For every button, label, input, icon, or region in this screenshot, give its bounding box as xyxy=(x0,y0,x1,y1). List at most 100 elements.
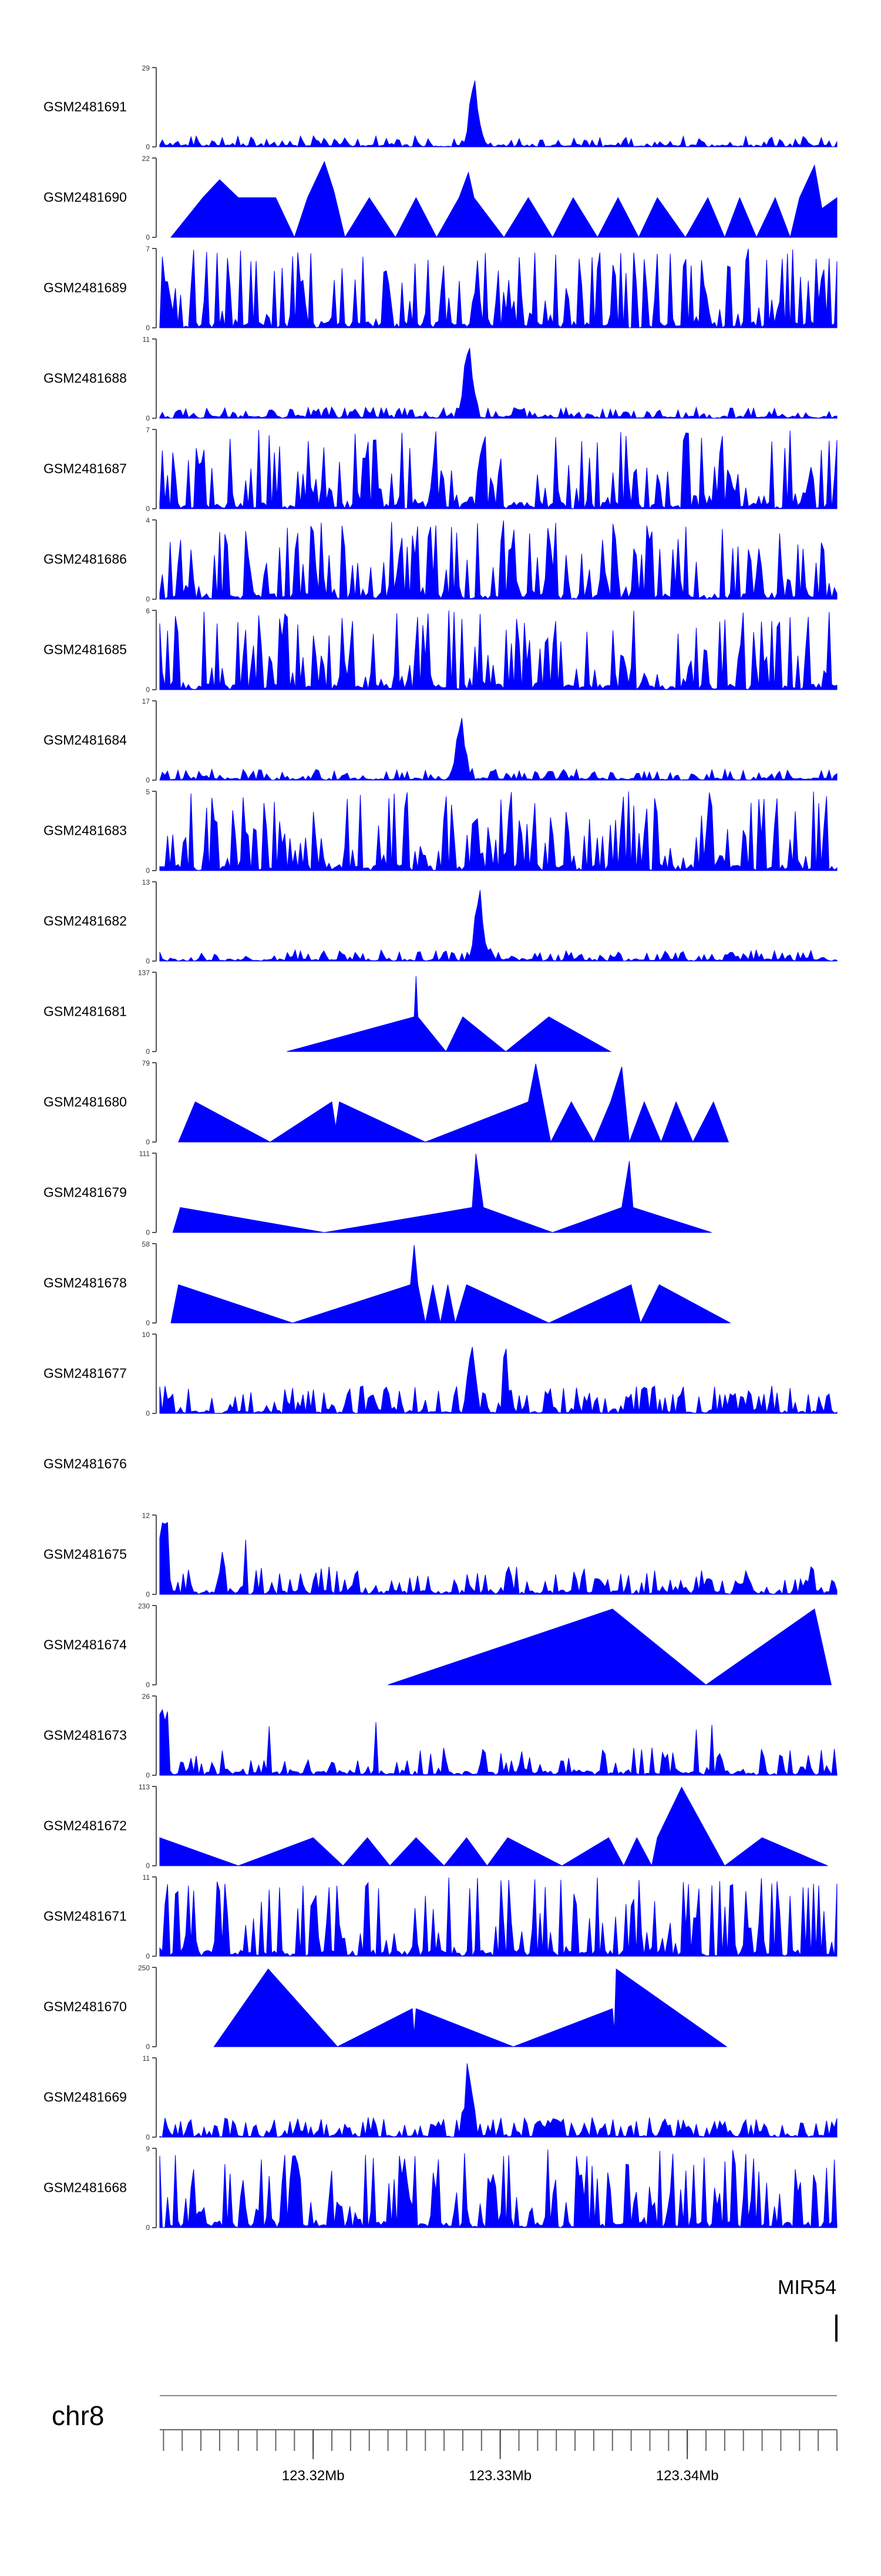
y-tick-zero-label: 0 xyxy=(146,595,150,603)
coverage-area xyxy=(388,1608,832,1685)
y-tick-max-label: 13 xyxy=(142,878,150,886)
y-tick-max-label: 7 xyxy=(146,245,150,253)
y-tick-zero-label: 0 xyxy=(146,776,150,784)
track-GSM2481687: GSM2481687 7 0 xyxy=(43,426,838,513)
coverage-area xyxy=(159,1878,838,1957)
coverage-area xyxy=(159,429,838,510)
y-tick-zero-label: 0 xyxy=(146,1228,150,1237)
y-tick-max-label: 230 xyxy=(138,1602,150,1610)
track-GSM2481670: GSM2481670 250 0 xyxy=(43,1964,728,2051)
y-tick-max-label: 137 xyxy=(138,969,150,977)
axis-tick-label: 123.34Mb xyxy=(656,2468,719,2484)
y-tick-zero-label: 0 xyxy=(146,1862,150,1870)
y-tick-max-label: 17 xyxy=(142,697,150,706)
y-tick-zero-label: 0 xyxy=(146,1047,150,1056)
coverage-area xyxy=(159,1786,828,1867)
track-GSM2481690: GSM2481690 22 0 xyxy=(43,155,838,241)
y-tick-max-label: 26 xyxy=(142,1692,150,1701)
gene-mark xyxy=(835,2315,838,2342)
y-tick-max-label: 29 xyxy=(142,64,150,72)
track-label: GSM2481685 xyxy=(43,642,127,657)
y-tick-zero-label: 0 xyxy=(146,2133,150,2141)
track-GSM2481669: GSM2481669 11 0 xyxy=(43,2054,838,2141)
y-tick-zero-label: 0 xyxy=(146,1138,150,1146)
track-label: GSM2481671 xyxy=(43,1909,127,1924)
y-tick-max-label: 250 xyxy=(138,1964,150,1972)
y-tick-zero-label: 0 xyxy=(146,1409,150,1418)
coverage-area xyxy=(178,1063,729,1143)
y-tick-max-label: 113 xyxy=(139,1783,150,1791)
track-GSM2481680: GSM2481680 79 0 xyxy=(43,1059,729,1146)
y-tick-zero-label: 0 xyxy=(146,2224,150,2232)
y-tick-zero-label: 0 xyxy=(146,143,150,151)
y-tick-zero-label: 0 xyxy=(146,505,150,513)
coverage-area xyxy=(159,718,838,781)
coverage-area xyxy=(159,2063,838,2138)
track-GSM2481672: GSM2481672 113 0 xyxy=(43,1783,828,1870)
track-GSM2481676: GSM2481676 xyxy=(43,1456,127,1472)
axis-tick-label: 123.33Mb xyxy=(469,2468,532,2484)
coverage-area xyxy=(287,976,612,1052)
track-GSM2481685: GSM2481685 6 0 xyxy=(43,607,838,694)
track-label: GSM2481672 xyxy=(43,1818,127,1833)
track-label: GSM2481691 xyxy=(43,99,127,115)
track-GSM2481681: GSM2481681 137 0 xyxy=(43,969,612,1056)
coverage-area xyxy=(159,791,838,872)
y-tick-zero-label: 0 xyxy=(146,1319,150,1327)
y-tick-zero-label: 0 xyxy=(146,866,150,875)
coverage-area xyxy=(159,890,838,962)
y-tick-zero-label: 0 xyxy=(146,2043,150,2051)
track-label: GSM2481682 xyxy=(43,913,127,929)
y-tick-zero-label: 0 xyxy=(146,233,150,241)
track-label: GSM2481680 xyxy=(43,1094,127,1110)
coverage-area xyxy=(159,610,838,691)
track-label: GSM2481677 xyxy=(43,1366,127,1381)
coverage-area xyxy=(170,1245,731,1324)
y-tick-max-label: 11 xyxy=(143,335,150,344)
track-GSM2481677: GSM2481677 10 0 xyxy=(43,1331,838,1418)
coverage-area xyxy=(159,1346,838,1415)
y-tick-max-label: 11 xyxy=(143,2054,150,2063)
track-GSM2481686: GSM2481686 4 0 xyxy=(43,516,838,603)
track-GSM2481668: GSM2481668 9 0 xyxy=(43,2145,838,2232)
coverage-area xyxy=(172,1154,712,1233)
y-tick-zero-label: 0 xyxy=(146,957,150,965)
track-GSM2481688: GSM2481688 11 0 xyxy=(43,335,838,422)
track-label: GSM2481687 xyxy=(43,461,127,476)
track-GSM2481674: GSM2481674 230 0 xyxy=(43,1602,832,1689)
track-label: GSM2481669 xyxy=(43,2090,127,2105)
y-tick-max-label: 111 xyxy=(139,1150,150,1158)
y-tick-max-label: 11 xyxy=(143,1873,150,1882)
track-GSM2481689: GSM2481689 7 0 xyxy=(43,245,838,332)
y-tick-max-label: 58 xyxy=(142,1240,150,1248)
y-tick-zero-label: 0 xyxy=(146,1771,150,1779)
coverage-area xyxy=(159,248,838,329)
y-tick-zero-label: 0 xyxy=(146,1952,150,1960)
y-tick-zero-label: 0 xyxy=(146,414,150,422)
y-tick-max-label: 79 xyxy=(142,1059,150,1067)
y-tick-max-label: 22 xyxy=(142,155,150,163)
track-label: GSM2481681 xyxy=(43,1004,127,1019)
track-GSM2481682: GSM2481682 13 0 xyxy=(43,878,838,965)
coverage-area xyxy=(159,1709,838,1776)
track-label: GSM2481688 xyxy=(43,371,127,386)
track-GSM2481671: GSM2481671 11 0 xyxy=(43,1873,838,1960)
track-label: GSM2481674 xyxy=(43,1637,127,1653)
coverage-area xyxy=(159,1522,838,1596)
track-GSM2481675: GSM2481675 12 0 xyxy=(43,1512,838,1598)
track-label: GSM2481675 xyxy=(43,1547,127,1562)
y-tick-zero-label: 0 xyxy=(146,324,150,332)
y-tick-max-label: 9 xyxy=(146,2145,150,2153)
track-GSM2481691: GSM2481691 29 0 xyxy=(43,64,838,151)
y-tick-zero-label: 0 xyxy=(146,686,150,694)
coverage-area xyxy=(159,80,838,147)
y-tick-max-label: 12 xyxy=(142,1512,150,1520)
y-tick-max-label: 6 xyxy=(146,607,150,615)
axis-tick-label: 123.32Mb xyxy=(282,2468,345,2484)
y-tick-zero-label: 0 xyxy=(146,1681,150,1689)
track-GSM2481679: GSM2481679 111 0 xyxy=(43,1150,712,1237)
track-label: GSM2481678 xyxy=(43,1275,127,1291)
track-label: GSM2481686 xyxy=(43,552,127,567)
